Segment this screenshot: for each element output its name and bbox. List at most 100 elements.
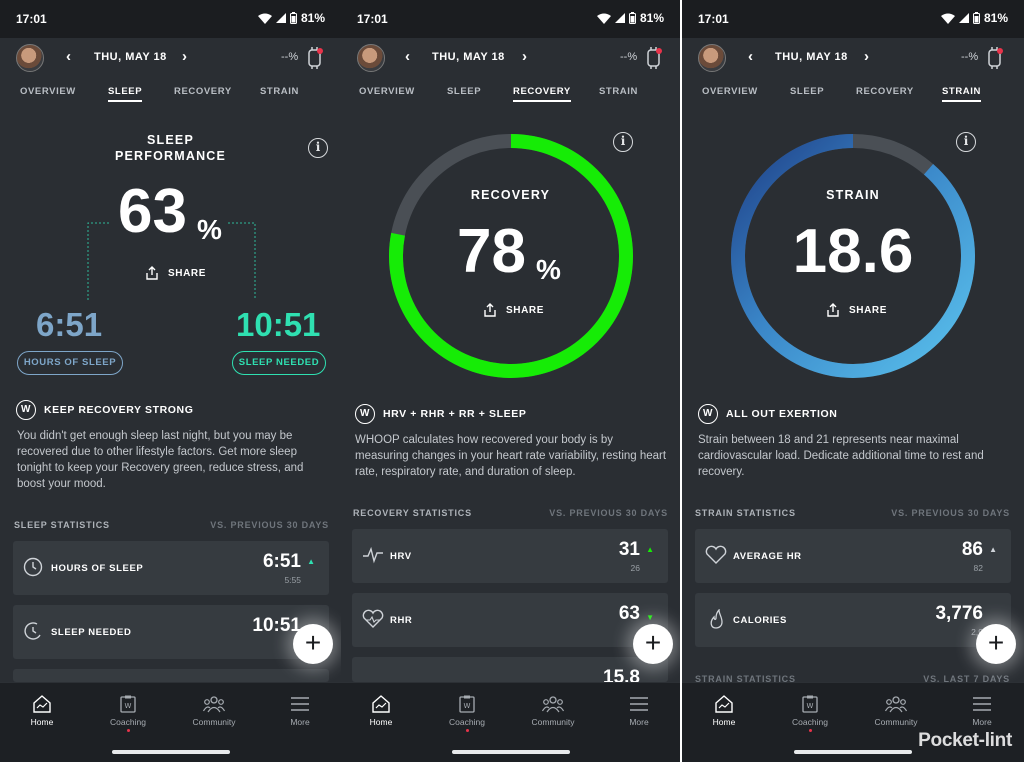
- strap-battery-pct: --%: [961, 51, 979, 63]
- nav-more[interactable]: More: [952, 695, 1012, 727]
- nav-home[interactable]: Home: [12, 695, 72, 727]
- avatar[interactable]: [698, 44, 726, 72]
- stat-previous: 2,9: [971, 627, 983, 637]
- nav-home[interactable]: Home: [694, 695, 754, 727]
- nav-community[interactable]: Community: [523, 695, 583, 727]
- stats-title: SLEEP STATISTICS: [14, 520, 110, 530]
- sleep-needed-tag: SLEEP NEEDED: [232, 351, 326, 375]
- tab-recovery[interactable]: RECOVERY: [513, 86, 571, 102]
- tab-sleep[interactable]: SLEEP: [447, 86, 482, 97]
- nav-coaching[interactable]: W Coaching: [437, 695, 497, 732]
- signal-icon: [614, 13, 625, 23]
- sleep-score: 63: [118, 177, 187, 246]
- menu-icon: [630, 697, 648, 711]
- tab-recovery[interactable]: RECOVERY: [174, 86, 232, 97]
- whoop-logo-icon: W: [16, 400, 36, 420]
- stat-card[interactable]: RHR 63 ▼: [352, 593, 668, 647]
- avatar[interactable]: [16, 44, 44, 72]
- share-icon: [484, 303, 496, 317]
- chevron-right-icon[interactable]: ›: [182, 48, 187, 65]
- stat-card[interactable]: AVERAGE HR 86 82 ▲: [695, 529, 1011, 583]
- stat-card[interactable]: HRV 31 26 ▲: [352, 529, 668, 583]
- sleep-needed-value: 10:51: [236, 306, 321, 343]
- stat-card[interactable]: SLEEP NEEDED 10:51 9:: [13, 605, 329, 659]
- nav-home[interactable]: Home: [351, 695, 411, 727]
- tab-sleep[interactable]: SLEEP: [108, 86, 143, 102]
- hours-of-sleep-value: 6:51: [36, 306, 103, 343]
- stats-vs: VS. PREVIOUS 30 DAYS: [549, 508, 668, 518]
- stat-value: 15.8: [603, 667, 640, 682]
- date-label[interactable]: THU, MAY 18: [775, 51, 848, 63]
- sleep-performance-title: SLEEP PERFORMANCE: [114, 133, 227, 163]
- stat-card[interactable]: HOURS OF SLEEP 6:51 5:55 ▲: [13, 541, 329, 595]
- pulse-icon: [363, 546, 383, 564]
- nav-more[interactable]: More: [270, 695, 330, 727]
- share-button[interactable]: SHARE: [146, 266, 206, 280]
- battery-level: 81%: [300, 11, 325, 25]
- menu-icon: [291, 697, 309, 711]
- bottom-nav: Home W Coaching Community More: [0, 682, 341, 744]
- chevron-right-icon[interactable]: ›: [864, 48, 869, 65]
- status-bar: 17:01 81%: [0, 0, 341, 38]
- date-bar: ‹ THU, MAY 18 › --%: [0, 40, 341, 76]
- nav-coaching[interactable]: W Coaching: [98, 695, 158, 732]
- date-label[interactable]: THU, MAY 18: [432, 51, 505, 63]
- nav-community[interactable]: Community: [866, 695, 926, 727]
- tab-overview[interactable]: OVERVIEW: [702, 86, 758, 97]
- info-icon[interactable]: i: [613, 132, 633, 152]
- add-button[interactable]: +: [293, 624, 333, 664]
- tab-overview[interactable]: OVERVIEW: [20, 86, 76, 97]
- info-icon[interactable]: i: [956, 132, 976, 152]
- share-icon: [146, 266, 158, 280]
- chevron-left-icon[interactable]: ‹: [748, 48, 753, 65]
- stat-label: CALORIES: [733, 615, 787, 626]
- heart-icon: [705, 545, 727, 564]
- nav-coaching[interactable]: W Coaching: [780, 695, 840, 732]
- tab-sleep[interactable]: SLEEP: [790, 86, 825, 97]
- tab-strain[interactable]: STRAIN: [942, 86, 981, 102]
- strap-icon[interactable]: [645, 46, 663, 70]
- strain-title: STRAIN: [826, 188, 880, 202]
- notification-dot: [808, 729, 812, 732]
- info-icon[interactable]: i: [308, 138, 328, 158]
- notification-dot: [126, 729, 130, 732]
- insight-header: W ALL OUT EXERTION: [698, 404, 838, 424]
- add-button[interactable]: +: [633, 624, 673, 664]
- date-label[interactable]: THU, MAY 18: [94, 51, 167, 63]
- strap-icon[interactable]: [306, 46, 324, 70]
- stat-previous: 26: [630, 563, 640, 573]
- strap-icon[interactable]: [986, 46, 1004, 70]
- share-button[interactable]: SHARE: [484, 303, 544, 317]
- chevron-left-icon[interactable]: ‹: [66, 48, 71, 65]
- stat-label: AVERAGE HR: [733, 551, 802, 562]
- strap-battery-pct: --%: [281, 51, 299, 63]
- svg-text:W: W: [464, 702, 471, 710]
- recovery-ring: [389, 134, 633, 378]
- stat-card[interactable]: 15.8: [352, 657, 668, 682]
- insight-body: Strain between 18 and 21 represents near…: [698, 434, 984, 478]
- tab-recovery[interactable]: RECOVERY: [856, 86, 914, 97]
- chevron-right-icon[interactable]: ›: [522, 48, 527, 65]
- chevron-left-icon[interactable]: ‹: [405, 48, 410, 65]
- recovery-title: RECOVERY: [470, 188, 551, 202]
- battery-icon: [289, 12, 297, 24]
- home-icon: [33, 695, 51, 713]
- stat-card[interactable]: [13, 669, 329, 682]
- community-icon: [885, 696, 907, 713]
- share-button[interactable]: SHARE: [827, 303, 887, 317]
- add-button[interactable]: +: [976, 624, 1016, 664]
- tab-strain[interactable]: STRAIN: [599, 86, 638, 97]
- stat-previous: 5:55: [284, 575, 301, 585]
- status-time: 17:01: [698, 12, 729, 26]
- stat-card[interactable]: CALORIES 3,776 2,9: [695, 593, 1011, 647]
- battery-level: 81%: [983, 11, 1008, 25]
- coaching-icon: W: [802, 695, 818, 713]
- tab-strain[interactable]: STRAIN: [260, 86, 299, 97]
- status-time: 17:01: [16, 12, 47, 26]
- avatar[interactable]: [357, 44, 385, 72]
- strap-battery-pct: --%: [620, 51, 638, 63]
- nav-community[interactable]: Community: [184, 695, 244, 727]
- tab-overview[interactable]: OVERVIEW: [359, 86, 415, 97]
- nav-more[interactable]: More: [609, 695, 669, 727]
- insight-header: W KEEP RECOVERY STRONG: [16, 400, 194, 420]
